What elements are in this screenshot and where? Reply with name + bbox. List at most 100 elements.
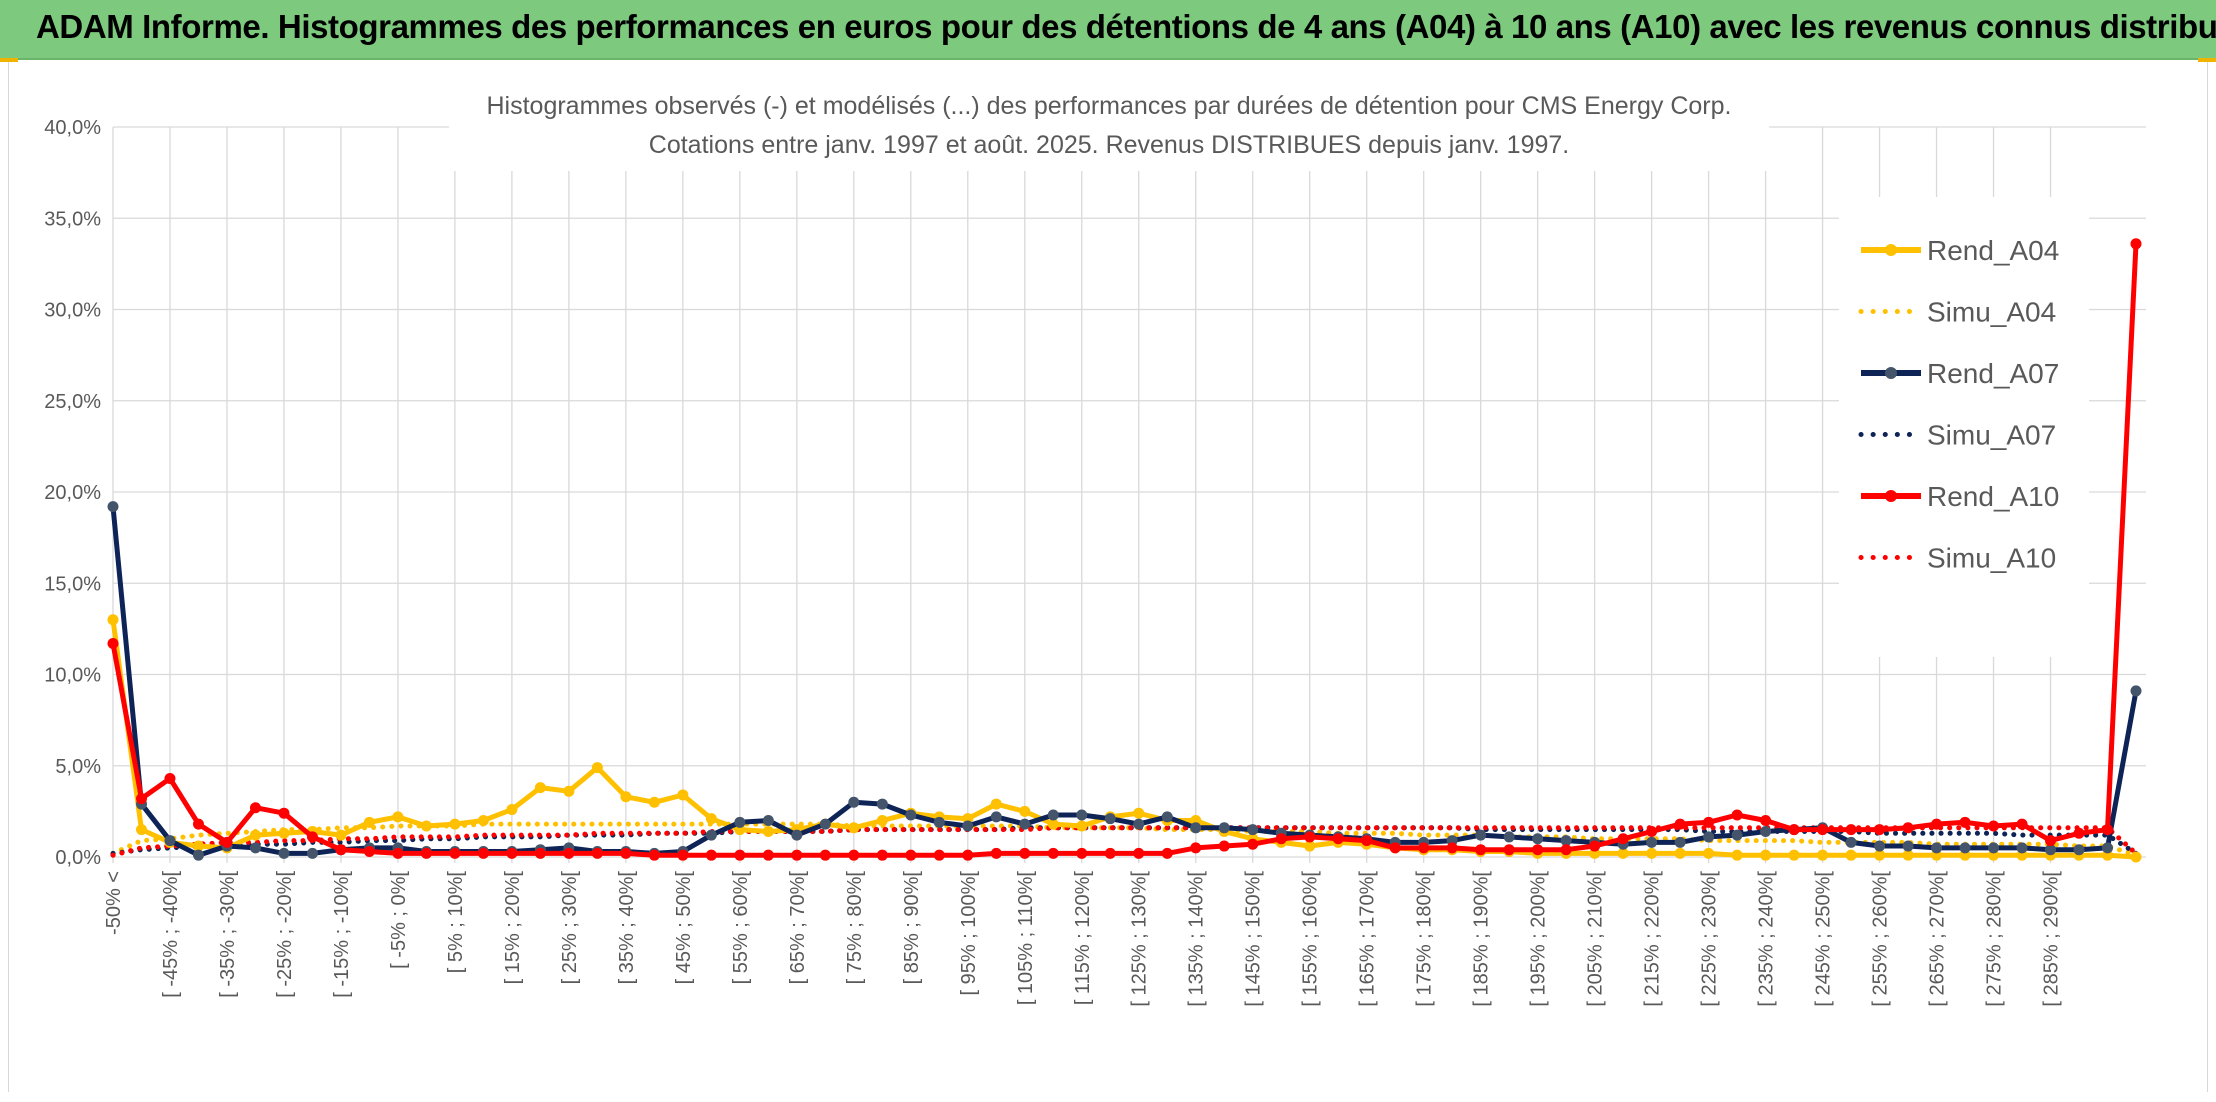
data-point-rend-a04 [848,822,860,834]
data-point-rend-a10 [192,818,204,830]
data-point-rend-a10 [306,831,318,843]
data-point-rend-a04 [363,816,375,828]
data-point-rend-a04 [1817,849,1829,861]
legend-label: Rend_A10 [1927,481,2059,512]
data-point-rend-a04 [192,840,204,852]
data-point-rend-a10 [135,793,147,805]
data-point-rend-a07 [1161,811,1173,823]
x-tick-label: [ -35% ; -30%[ [217,871,239,998]
x-tick-label: -50% < [103,871,125,935]
data-point-rend-a10 [734,849,746,861]
data-point-rend-a10 [990,847,1002,859]
data-point-rend-a10 [1503,844,1515,856]
data-point-rend-a10 [1931,818,1943,830]
data-point-rend-a10 [506,847,518,859]
data-point-rend-a04 [477,815,489,826]
legend: Rend_A04 Simu_A04 Rend_A07 Simu_A07 Rend_A10… [1839,197,2089,657]
data-point-rend-a10 [1104,847,1116,859]
data-point-rend-a07 [1731,829,1743,841]
banner-corner-left [0,58,18,62]
x-tick-label: [ 55% ; 60%[ [730,871,752,985]
series-rend-a04 [107,614,2142,863]
report-banner: ADAM Informe. Histogrammes des performan… [0,0,2216,60]
data-point-rend-a10 [1389,842,1401,854]
data-point-rend-a04 [335,829,347,841]
data-point-rend-a10 [1646,825,1658,837]
x-tick-label: [ 85% ; 90%[ [901,871,923,985]
x-tick-label: [ 205% ; 210%[ [1585,871,1607,1007]
y-tick-label: 0,0% [55,847,101,869]
data-point-rend-a10 [1019,847,1031,859]
data-point-rend-a04 [1902,849,1914,861]
x-tick-label: [ 105% ; 110%[ [1015,871,1037,1006]
x-tick-label: [ 145% ; 150%[ [1243,871,1265,1007]
data-point-rend-a10 [648,849,660,861]
data-point-rend-a10 [1902,822,1914,834]
series-simu-a10 [110,825,2139,858]
data-point-rend-a04 [591,762,603,774]
data-point-rend-a10 [363,846,375,858]
data-point-rend-a10 [449,847,461,859]
data-point-rend-a04 [648,796,660,808]
legend-label: Simu_A04 [1927,297,2056,328]
x-tick-label: [ 45% ; 50%[ [673,871,695,985]
data-point-rend-a04 [1788,849,1800,861]
data-point-rend-a04 [1874,849,1886,861]
data-point-rend-a10 [1418,842,1430,854]
chart-svg: 0,0% 5,0% 10,0% 15,0% 20,0% 25,0% 30,0% 35,0% 40… [44,85,2146,1007]
data-point-rend-a07 [1503,831,1515,843]
data-point-rend-a10 [534,847,546,859]
data-point-rend-a04 [506,804,518,816]
legend-background [1839,197,2089,657]
data-point-rend-a04 [2130,851,2142,863]
chart-title-background [449,85,1769,171]
data-point-rend-a10 [164,773,176,785]
legend-label: Simu_A10 [1927,543,2056,574]
data-point-rend-a04 [1731,849,1743,861]
data-point-rend-a07 [819,818,831,830]
data-point-rend-a10 [278,807,290,819]
chart-area: 0,0% 5,0% 10,0% 15,0% 20,0% 25,0% 30,0% 35,0% 40… [8,62,2208,1092]
data-point-rend-a07 [1845,836,1857,848]
legend-item-simu-a07: Simu_A07 [1858,420,2056,451]
data-point-rend-a10 [705,849,717,861]
data-point-rend-a04 [1133,807,1145,819]
data-point-rend-a10 [249,802,261,814]
data-point-rend-a04 [762,825,774,837]
data-point-rend-a04 [620,791,632,803]
data-point-rend-a07 [1247,824,1259,836]
data-point-rend-a10 [1218,840,1230,852]
data-point-rend-a07 [2073,844,2085,856]
chart-title: Histogrammes observés (-) et modélisés (… [487,92,1732,120]
data-point-rend-a07 [1475,829,1487,841]
data-point-rend-a07 [107,501,119,513]
x-tick-label: [ 25% ; 30%[ [559,871,581,985]
data-point-rend-a10 [392,847,404,859]
data-point-rend-a07 [2016,842,2028,854]
data-point-rend-a07 [2045,844,2057,856]
data-point-rend-a10 [905,849,917,861]
x-tick-label: [ 255% ; 260%[ [1870,871,1892,1007]
x-tick-label: [ 155% ; 160%[ [1300,871,1322,1007]
series-line-simu-a10 [110,825,2139,858]
x-tick-label: [ 65% ; 70%[ [787,871,809,985]
data-point-rend-a07 [1988,842,2000,854]
data-point-rend-a04 [1703,847,1715,859]
data-point-rend-a07 [192,849,204,861]
data-point-rend-a04 [1760,849,1772,861]
data-point-rend-a04 [1047,818,1059,830]
data-point-rend-a07 [762,815,774,826]
data-point-rend-a10 [1817,824,1829,836]
x-tick-label: [ 35% ; 40%[ [616,871,638,985]
x-axis-ticks: -50% < [ -45% ; -40%[[ -35% ; -30%[[ -25%… [103,871,2063,1007]
data-point-rend-a10 [1190,842,1202,854]
data-point-rend-a10 [1959,816,1971,828]
data-point-rend-a10 [1874,824,1886,836]
data-point-rend-a10 [1047,847,1059,859]
data-point-rend-a10 [819,849,831,861]
data-point-rend-a07 [734,816,746,828]
data-point-rend-a07 [1646,836,1658,848]
legend-label: Simu_A07 [1927,420,2056,451]
data-point-rend-a07 [278,847,290,859]
data-point-rend-a04 [705,813,717,825]
